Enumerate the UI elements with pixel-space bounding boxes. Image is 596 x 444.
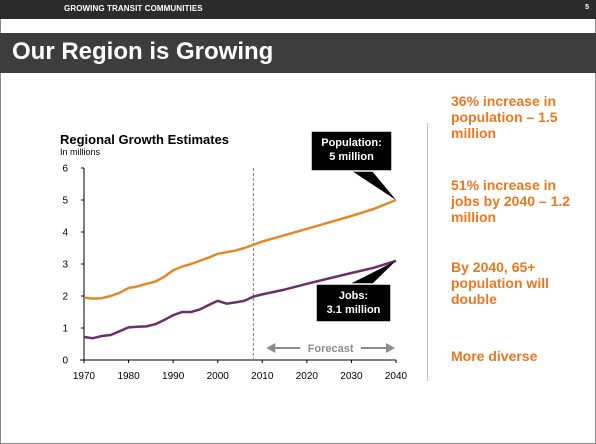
x-tick-label: 1990 (162, 371, 185, 382)
callout-text-jobs: 3.1 million (327, 304, 381, 316)
callout-box-jobs (315, 283, 392, 323)
page-number: 5 (585, 4, 589, 11)
x-tick-label: 2040 (385, 371, 408, 382)
bullet-seniors: By 2040, 65+ population will double (451, 259, 549, 307)
x-tick-label: 2000 (207, 371, 230, 382)
y-tick-label: 4 (62, 228, 68, 239)
title-bar: Our Region is Growing (0, 33, 596, 73)
header-bar: GROWING TRANSIT COMMUNITIES 5 (0, 0, 596, 19)
forecast-label: Forecast (308, 343, 354, 355)
x-tick-label: 1970 (73, 371, 96, 382)
bullet-population: 36% increase in population – 1.5 million (451, 93, 558, 141)
y-tick-label: 1 (62, 324, 68, 335)
callout-box-population (310, 130, 393, 172)
callout-text-jobs: Jobs: (339, 290, 368, 302)
forecast-arrow-right-head (386, 343, 395, 353)
section-label: GROWING TRANSIT COMMUNITIES (64, 4, 203, 13)
y-tick-label: 6 (62, 164, 68, 175)
side-divider (427, 123, 428, 381)
x-tick-label: 1980 (117, 371, 140, 382)
y-tick-label: 2 (62, 292, 68, 303)
chart-unit-label: In millions (60, 147, 101, 157)
callout-text-population: 5 million (329, 151, 374, 163)
chart-title: Regional Growth Estimates (60, 132, 230, 147)
x-tick-label: 2030 (340, 371, 363, 382)
bullet-jobs: 51% increase in jobs by 2040 – 1.2 milli… (451, 177, 571, 225)
y-tick-label: 3 (62, 260, 68, 271)
callout-pointer-jobs (350, 260, 396, 284)
callout-text-population: Population: (321, 137, 382, 149)
forecast-arrow-left-head (266, 343, 276, 353)
bullet-diversity: More diverse (451, 348, 538, 364)
y-tick-label: 0 (62, 356, 68, 367)
y-tick-label: 5 (62, 196, 68, 207)
callout-pointer-population (352, 171, 396, 200)
x-tick-label: 2020 (296, 371, 319, 382)
x-tick-label: 2010 (251, 371, 274, 382)
slide-title: Our Region is Growing (12, 38, 274, 65)
series-line-jobs (83, 259, 397, 340)
series-line-population (83, 198, 397, 300)
